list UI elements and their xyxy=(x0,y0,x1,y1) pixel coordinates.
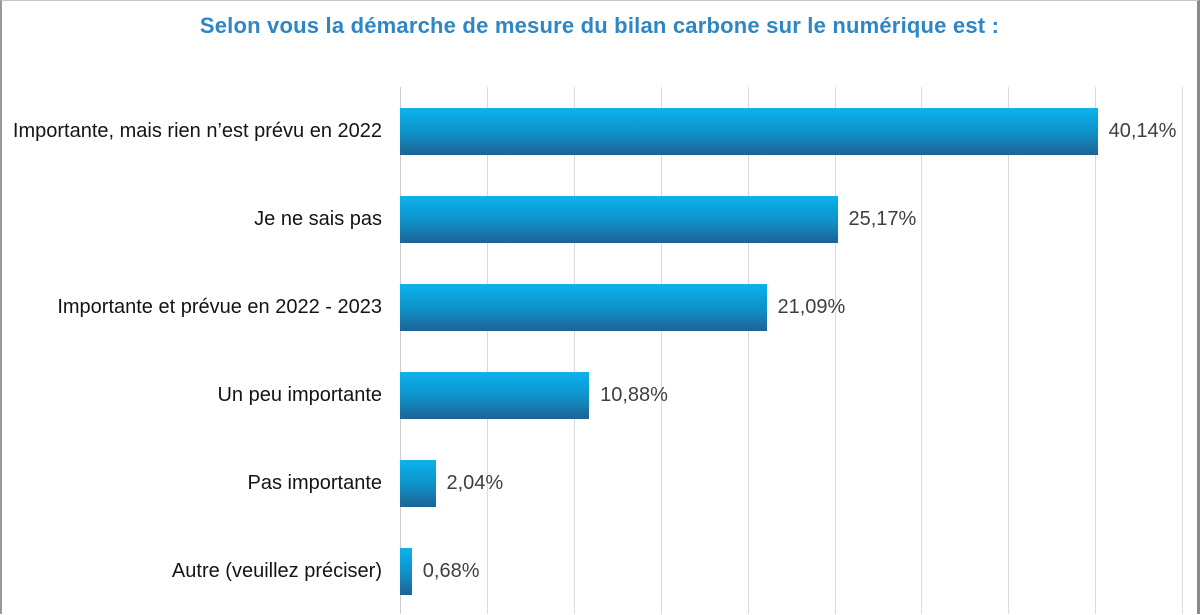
value-label: 2,04% xyxy=(446,471,504,494)
bar-row: Autre (veuillez préciser) 0,68% xyxy=(2,527,1197,615)
bar-row: Un peu importante 10,88% xyxy=(2,351,1197,439)
value-label: 10,88% xyxy=(600,383,668,406)
gridline xyxy=(1008,87,1010,614)
gridline xyxy=(921,87,923,614)
bar[interactable] xyxy=(400,283,767,331)
bar-row: Je ne sais pas 25,17% xyxy=(2,175,1197,263)
category-label: Un peu importante xyxy=(217,383,382,406)
gridline xyxy=(486,87,488,614)
gridline xyxy=(660,87,662,614)
bar[interactable] xyxy=(400,195,838,243)
category-label: Importante et prévue en 2022 - 2023 xyxy=(57,295,382,318)
category-label: Je ne sais pas xyxy=(254,207,382,230)
bar-row: Importante, mais rien n’est prévu en 202… xyxy=(2,87,1197,175)
chart-title: Selon vous la démarche de mesure du bila… xyxy=(199,13,1000,38)
value-label: 0,68% xyxy=(422,559,480,582)
gridline xyxy=(400,87,401,614)
value-label: 25,17% xyxy=(848,207,917,230)
category-label: Pas importante xyxy=(247,471,382,494)
gridline xyxy=(1095,87,1097,614)
gridline xyxy=(1182,87,1184,614)
gridlines xyxy=(2,87,1197,614)
bar-row: Importante et prévue en 2022 - 2023 21,09… xyxy=(2,263,1197,351)
category-label: Autre (veuillez préciser) xyxy=(171,559,382,582)
bar[interactable] xyxy=(400,547,412,595)
gridline xyxy=(573,87,575,614)
value-label: 21,09% xyxy=(777,295,846,318)
bar[interactable] xyxy=(400,459,436,507)
gridline xyxy=(834,87,836,614)
bar[interactable] xyxy=(400,371,590,419)
bar-row: Pas importante 2,04% xyxy=(2,439,1197,527)
value-label: 40,14% xyxy=(1108,119,1177,142)
gridline xyxy=(747,87,749,614)
plot-area: Importante, mais rien n’est prévu en 202… xyxy=(2,87,1197,614)
category-label: Importante, mais rien n’est prévu en 202… xyxy=(12,119,382,142)
bar-rows: Importante, mais rien n’est prévu en 202… xyxy=(2,87,1197,614)
bar[interactable] xyxy=(400,107,1098,155)
